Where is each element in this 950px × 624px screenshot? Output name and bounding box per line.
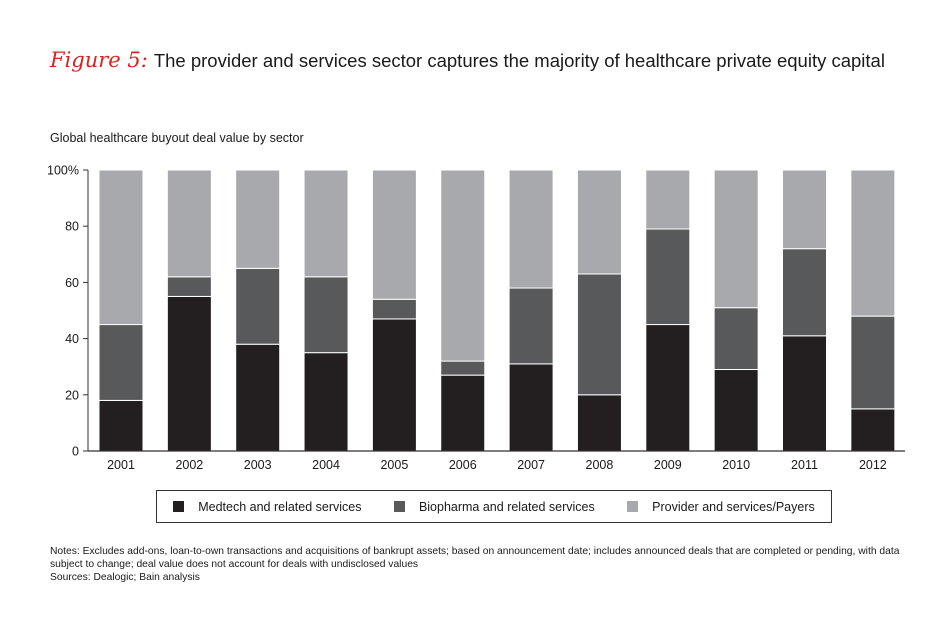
bar-segment-medtech xyxy=(576,394,622,452)
x-tick-label: 2011 xyxy=(791,458,818,472)
bar-segment-biopharma xyxy=(645,228,691,326)
y-tick-label: 100% xyxy=(47,164,79,178)
legend-item-biopharma: Biopharma and related services xyxy=(393,499,595,514)
bar-segment-medtech xyxy=(371,318,417,452)
legend-item-provider: Provider and services/Payers xyxy=(627,500,815,514)
bar-segment-biopharma xyxy=(303,276,349,354)
bar-segment-biopharma xyxy=(235,267,281,345)
bar-segment-provider xyxy=(235,169,281,269)
x-tick-label: 2009 xyxy=(654,458,682,472)
bar-segment-medtech xyxy=(440,374,486,452)
legend-swatch-medtech xyxy=(173,501,185,512)
bar-segment-biopharma xyxy=(713,307,759,371)
bar-segment-medtech xyxy=(98,399,144,452)
figure-label: Figure 5: xyxy=(50,48,148,72)
x-tick-label: 2007 xyxy=(517,458,545,472)
x-tick-label: 2010 xyxy=(722,458,750,472)
bar-segment-provider xyxy=(645,169,691,230)
bar-segment-biopharma xyxy=(850,315,896,410)
bar-segment-provider xyxy=(303,169,349,278)
legend-swatch-biopharma xyxy=(393,501,405,512)
figure-title: Figure 5: The provider and services secto… xyxy=(50,48,885,72)
figure-title-text: The provider and services sector capture… xyxy=(153,50,885,71)
legend-label-medtech: Medtech and related services xyxy=(198,499,362,514)
bar-segment-biopharma xyxy=(576,273,622,396)
legend-swatch-provider xyxy=(627,501,639,512)
x-tick-label: 2004 xyxy=(312,458,340,472)
bar-segment-provider xyxy=(98,169,144,326)
bar-segment-provider xyxy=(166,169,212,278)
bar-segment-medtech xyxy=(782,335,827,452)
x-tick-label: 2002 xyxy=(175,458,203,472)
y-tick-label: 0 xyxy=(72,445,79,459)
bar-segment-biopharma xyxy=(782,248,827,337)
x-tick-label: 2008 xyxy=(586,458,614,472)
notes-text: Notes: Excludes add-ons, loan-to-own tra… xyxy=(50,546,900,570)
bar-segment-provider xyxy=(371,169,417,300)
x-tick-label: 2006 xyxy=(449,458,477,472)
bar-segment-provider xyxy=(850,169,896,317)
x-tick-label: 2012 xyxy=(859,458,887,472)
bar-segment-biopharma xyxy=(440,360,486,376)
y-tick-label: 40 xyxy=(65,332,79,346)
bar-segment-biopharma xyxy=(371,298,417,320)
bar-segment-medtech xyxy=(235,343,281,452)
legend-label-provider: Provider and services/Payers xyxy=(652,499,815,514)
bar-segment-medtech xyxy=(713,369,759,452)
bar-segment-medtech xyxy=(166,295,212,452)
chart-legend: Medtech and related services Biopharma a… xyxy=(156,490,832,523)
bar-segment-medtech xyxy=(508,363,554,452)
bar-segment-biopharma xyxy=(98,324,144,401)
x-tick-label: 2005 xyxy=(380,458,408,472)
sources-text: Sources: Dealogic; Bain analysis xyxy=(50,572,200,583)
bar-segment-medtech xyxy=(645,324,691,452)
bar-segment-biopharma xyxy=(508,287,554,365)
bar-segment-provider xyxy=(782,169,827,250)
bar-segment-provider xyxy=(576,169,622,275)
y-tick-label: 80 xyxy=(65,220,79,234)
bar-segment-medtech xyxy=(303,352,349,452)
y-tick-label: 60 xyxy=(65,276,79,290)
bar-segment-medtech xyxy=(850,408,896,452)
bar-segment-provider xyxy=(508,169,554,289)
x-tick-label: 2003 xyxy=(244,458,272,472)
chart-notes: Notes: Excludes add-ons, loan-to-own tra… xyxy=(50,545,920,584)
legend-label-biopharma: Biopharma and related services xyxy=(418,499,595,514)
legend-item-medtech: Medtech and related services xyxy=(173,499,362,514)
x-tick-label: 2001 xyxy=(107,458,135,472)
y-tick-label: 20 xyxy=(65,388,79,402)
chart-subtitle: Global healthcare buyout deal value by s… xyxy=(50,131,304,145)
bar-segment-biopharma xyxy=(166,276,212,297)
bar-segment-provider xyxy=(440,169,486,362)
stacked-bar-chart: 0 20 40 60 80 100% 2001 2002 2003 2004 2005 2006 200… xyxy=(47,164,905,472)
bar-segment-provider xyxy=(713,169,759,309)
